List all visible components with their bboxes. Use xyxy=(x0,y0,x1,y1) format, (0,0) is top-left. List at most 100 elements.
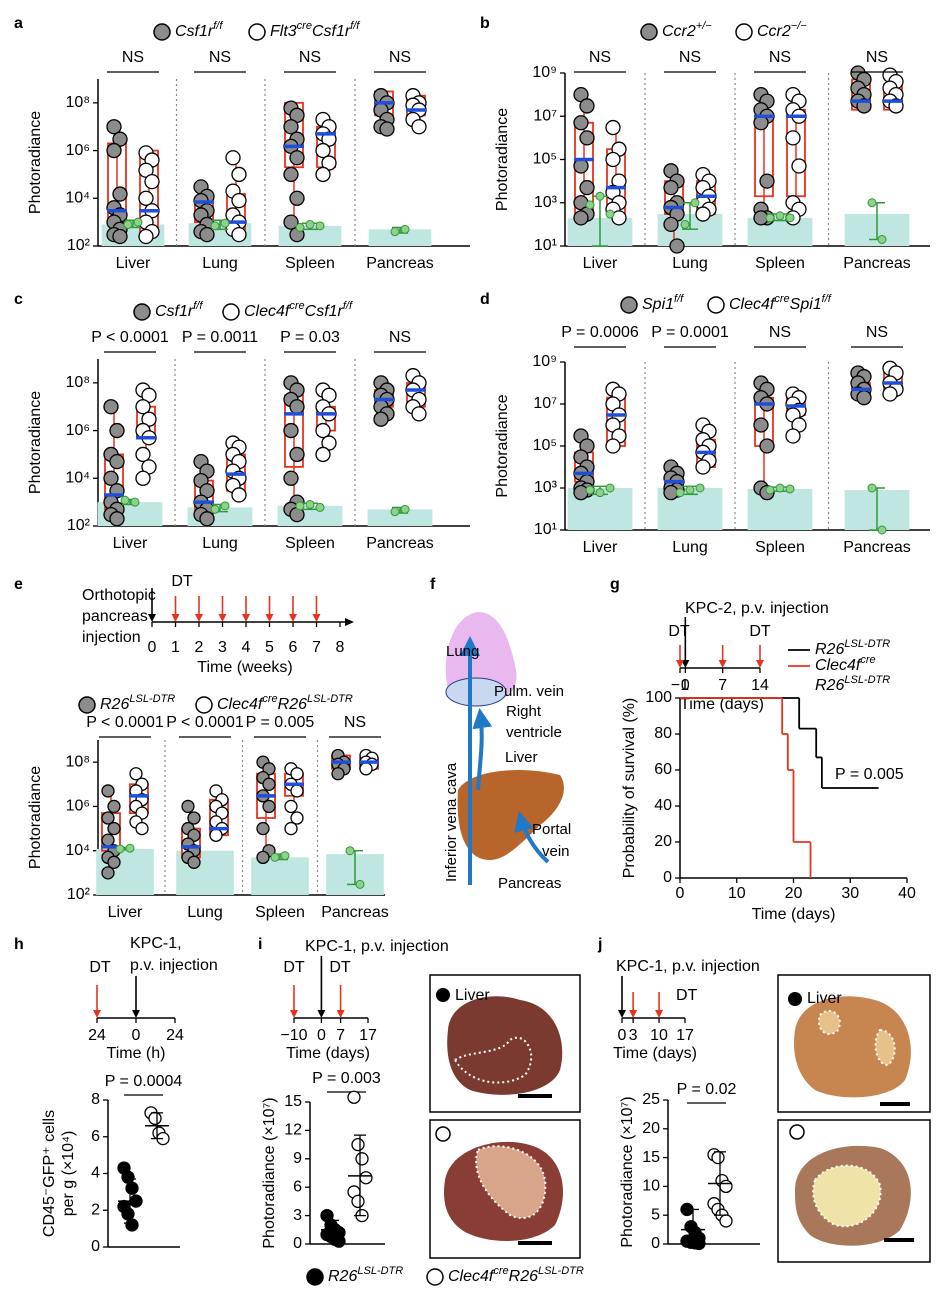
data-point xyxy=(101,784,115,798)
category-label: Pancreas xyxy=(366,255,434,272)
data-point xyxy=(112,186,128,202)
y-tick-label: 10⁹ xyxy=(532,64,557,81)
text-part: Csf1r xyxy=(312,23,351,40)
diagram-label: vein xyxy=(542,843,570,860)
dt-arrow-head xyxy=(290,1010,298,1018)
y-axis-label: Photoradiance xyxy=(27,391,44,494)
data-point xyxy=(289,190,305,206)
timeline-event: pancreas xyxy=(82,608,148,625)
data-point xyxy=(283,166,299,183)
category-label: Spleen xyxy=(755,539,805,556)
injection-arrow-head xyxy=(618,1010,626,1018)
data-point xyxy=(351,1137,365,1152)
data-point xyxy=(759,173,775,189)
panel-letter: b xyxy=(480,15,490,32)
panel-letter: e xyxy=(14,576,23,593)
y-tick-label: 0 xyxy=(91,1238,100,1255)
stat-label: P < 0.0001 xyxy=(91,329,169,346)
stat-label: NS xyxy=(769,49,791,66)
data-point xyxy=(695,206,711,222)
legend-label: R26LSL-DTR xyxy=(100,693,175,713)
legend-symbol xyxy=(707,296,725,314)
data-point xyxy=(573,485,589,501)
y-tick-label: 40 xyxy=(654,797,672,814)
y-tick-label: 10 xyxy=(642,1178,660,1195)
data-point xyxy=(231,226,247,243)
control-point xyxy=(585,200,595,210)
y-tick-label: 20 xyxy=(642,1120,660,1137)
data-point xyxy=(355,1152,369,1166)
y-tick-label: 0 xyxy=(293,1235,302,1252)
legend-label: Clec4fcre xyxy=(815,654,876,674)
text-part: Clec4f xyxy=(217,696,264,713)
dt-arrow-head xyxy=(171,614,180,622)
timeline-tick-label: 0 xyxy=(681,677,690,694)
category-label: Lung xyxy=(672,255,708,272)
superscript: cre xyxy=(774,293,789,305)
superscript: cre xyxy=(262,693,277,705)
x-tick-label: 30 xyxy=(841,885,859,902)
stat-label: P = 0.0001 xyxy=(651,324,729,341)
timeline-tick-label: 2 xyxy=(195,639,204,656)
text-part: R26 xyxy=(328,1268,357,1285)
y-tick-label: 10³ xyxy=(534,194,558,211)
data-point xyxy=(695,459,711,475)
data-point xyxy=(579,98,595,114)
injection-arrow-head xyxy=(681,660,690,668)
timeline-event: KPC-1, p.v. injection xyxy=(305,938,449,955)
superscript: cre xyxy=(289,300,304,312)
control-point xyxy=(115,844,125,854)
control-point xyxy=(785,213,795,223)
stat-label: NS xyxy=(389,49,411,66)
control-bar xyxy=(368,229,432,246)
data-point xyxy=(289,150,305,166)
data-point xyxy=(107,855,121,869)
stat-label: P < 0.0001 xyxy=(86,714,164,731)
control-point xyxy=(585,485,595,495)
timeline-tick-label: 17 xyxy=(359,1027,377,1044)
control-point xyxy=(775,483,785,493)
data-point xyxy=(411,406,427,422)
timeline-tick-label: 3 xyxy=(629,1027,638,1044)
text-part: Csf1r xyxy=(175,23,214,40)
data-point xyxy=(289,446,305,463)
data-point xyxy=(109,453,125,470)
y-tick-label: 10⁶ xyxy=(66,422,90,439)
data-point xyxy=(135,470,151,486)
tumor-outline xyxy=(453,1036,533,1084)
timeline-dt-label: DT xyxy=(749,623,771,640)
category-label: Pancreas xyxy=(366,535,434,552)
tumor-outline xyxy=(812,1164,882,1228)
timeline-event: KPC-1, p.v. injection xyxy=(616,958,760,975)
category-label: Pancreas xyxy=(321,904,389,921)
y-tick-label: 10⁵ xyxy=(533,151,557,168)
y-axis-label: Photoradiance xyxy=(27,111,44,214)
legend-symbol xyxy=(306,1268,324,1286)
y-tick-label: 4 xyxy=(91,1165,100,1182)
timeline-x-label: Time (days) xyxy=(680,696,764,713)
category-label: Lung xyxy=(202,255,238,272)
superscript: f/f xyxy=(343,300,353,312)
stat-label: NS xyxy=(589,49,611,66)
dt-arrow-head xyxy=(629,1010,638,1018)
x-tick-label: 20 xyxy=(785,885,803,902)
category-label: Lung xyxy=(202,535,238,552)
control-point xyxy=(390,507,400,517)
y-axis-label: Photoradiance (×10⁷) xyxy=(261,1097,278,1248)
stat-label: P = 0.0004 xyxy=(105,1073,183,1090)
control-point xyxy=(785,484,795,494)
y-tick-label: 5 xyxy=(651,1206,660,1223)
timeline-tick-label: 7 xyxy=(336,1027,345,1044)
y-tick-label: 80 xyxy=(654,725,672,742)
control-point xyxy=(120,495,130,505)
legend-symbol xyxy=(153,23,171,41)
control-point xyxy=(765,485,775,495)
legend-symbol xyxy=(248,23,266,41)
data-point xyxy=(719,1179,733,1194)
data-point xyxy=(283,422,299,439)
data-point xyxy=(663,179,679,196)
timeline-dt-label: DT xyxy=(668,623,690,640)
data-point xyxy=(719,1214,733,1228)
legend-label: Clec4fcreR26LSL-DTR xyxy=(448,1265,584,1285)
data-point xyxy=(103,470,119,486)
